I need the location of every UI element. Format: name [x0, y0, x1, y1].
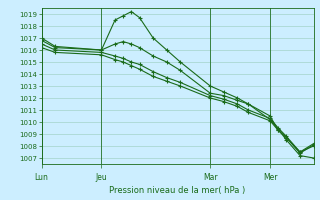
X-axis label: Pression niveau de la mer( hPa ): Pression niveau de la mer( hPa ): [109, 186, 246, 195]
